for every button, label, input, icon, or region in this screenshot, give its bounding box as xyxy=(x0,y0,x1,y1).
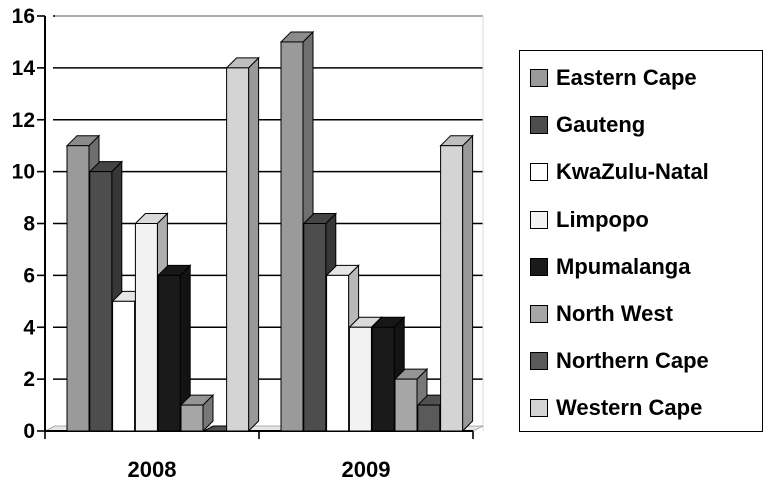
bar-front xyxy=(303,223,327,432)
legend-label: Northern Cape xyxy=(556,348,709,374)
legend-label: North West xyxy=(556,301,673,326)
legend-item: Eastern Cape xyxy=(530,63,697,93)
legend-label: Eastern Cape xyxy=(556,65,697,90)
legend-label: KwaZulu-Natal xyxy=(556,159,709,185)
y-tick-label: 16 xyxy=(12,5,35,28)
bar-front xyxy=(157,274,181,432)
legend-label: Gauteng xyxy=(556,112,646,138)
y-tick-label: 12 xyxy=(12,109,35,132)
legend-swatch xyxy=(530,163,548,182)
legend-swatch xyxy=(530,210,548,229)
bar-front xyxy=(371,326,395,432)
bar-front xyxy=(394,378,418,432)
bar-front xyxy=(226,67,250,432)
bar-front xyxy=(89,171,113,432)
bar-western-cape-2009 xyxy=(439,134,474,433)
legend-swatch xyxy=(530,116,548,135)
y-tick-label: 14 xyxy=(12,57,36,80)
bar-front xyxy=(326,274,350,432)
legend-item: KwaZulu-Natal xyxy=(530,157,709,187)
bar-front xyxy=(134,223,158,432)
y-tick-label: 6 xyxy=(23,264,35,287)
y-tick-labels: 0 2 4 6 8 10 12 14 16 xyxy=(12,5,36,443)
bar-side xyxy=(248,56,260,433)
legend-item: Gauteng xyxy=(530,110,645,140)
bar-front xyxy=(180,404,204,432)
bar-north-west-2008 xyxy=(179,393,215,433)
category-label: 2008 xyxy=(128,457,177,481)
legend-label: Limpopo xyxy=(556,206,649,232)
category-label: 2009 xyxy=(342,457,391,481)
y-tick-label: 4 xyxy=(23,316,35,339)
category-labels: 2008 2009 xyxy=(128,457,391,481)
bar-front xyxy=(348,326,372,432)
legend: Eastern Cape Gauteng KwaZulu-Natal Limpopo M… xyxy=(519,50,763,432)
bar-mpumalanga-2008 xyxy=(156,264,192,433)
legend-swatch xyxy=(530,69,548,87)
legend-label: Mpumalanga xyxy=(556,253,691,279)
bar-western-cape-2008 xyxy=(225,56,260,433)
y-tick-label: 8 xyxy=(23,213,35,236)
bar-front xyxy=(112,300,136,432)
bars xyxy=(65,30,474,433)
bar-side xyxy=(462,134,474,433)
y-tick-label: 0 xyxy=(23,420,35,443)
legend-swatch xyxy=(530,257,548,276)
bar-front xyxy=(66,145,90,432)
y-tick-label: 2 xyxy=(23,368,35,391)
legend-swatch xyxy=(530,352,548,371)
bar-front xyxy=(280,41,304,432)
legend-item: Mpumalanga xyxy=(530,252,690,282)
bar-front xyxy=(440,145,464,432)
bar-front xyxy=(417,404,441,432)
legend-item: North West xyxy=(530,299,673,329)
legend-item: Northern Cape xyxy=(530,346,709,376)
y-tick-label: 10 xyxy=(12,161,35,184)
legend-item: Limpopo xyxy=(530,205,649,235)
legend-swatch xyxy=(530,305,548,323)
legend-item: Western Cape xyxy=(530,393,702,423)
legend-swatch xyxy=(530,399,548,418)
legend-label: Western Cape xyxy=(556,395,703,421)
